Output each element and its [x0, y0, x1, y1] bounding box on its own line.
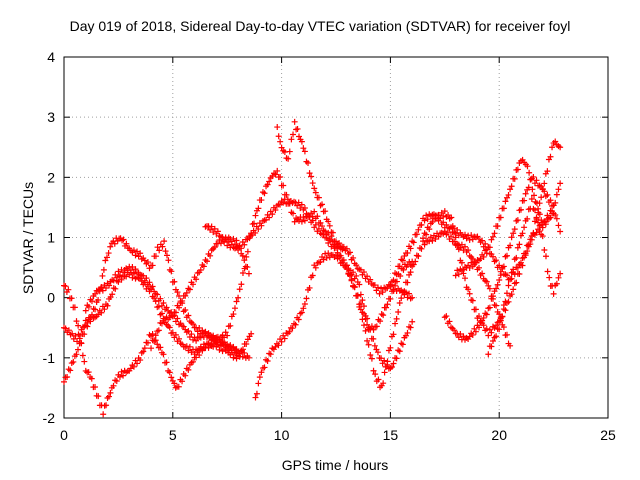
- point-markers-track-f: [202, 196, 416, 333]
- x-tick-label: 25: [600, 427, 616, 443]
- grid-layer: [64, 57, 608, 418]
- y-tick-label: 4: [47, 49, 55, 65]
- series-track-i: [343, 228, 514, 391]
- series-track-n: [485, 196, 564, 358]
- series-track-c: [61, 269, 255, 362]
- series-track-l: [441, 173, 564, 343]
- point-markers-track-a: [61, 167, 346, 418]
- tick-layer: 0 5 10 15 20 25 -2 -1 0 1 2 3 4: [43, 49, 616, 443]
- y-tick-label: 2: [47, 169, 55, 185]
- series-track-b: [61, 235, 252, 385]
- x-tick-label: 5: [169, 427, 177, 443]
- point-markers-track-c: [61, 269, 255, 362]
- x-tick-label: 15: [383, 427, 399, 443]
- series-track-h: [274, 118, 416, 302]
- point-markers-track-g: [252, 250, 416, 401]
- point-markers-track-j: [387, 210, 557, 288]
- y-tick-label: -1: [43, 350, 56, 366]
- y-axis-label: SDTVAR / TECUs: [20, 181, 36, 295]
- y-tick-label: 1: [47, 230, 55, 246]
- x-tick-label: 10: [274, 427, 290, 443]
- y-tick-label: -2: [43, 410, 56, 426]
- point-markers-track-n: [485, 196, 564, 358]
- point-markers-track-l: [441, 173, 564, 343]
- point-markers-track-h: [274, 118, 416, 302]
- series-track-j: [387, 210, 557, 288]
- series-track-k: [420, 138, 564, 339]
- y-tick-label: 3: [47, 109, 55, 125]
- series-track-m: [452, 156, 564, 279]
- x-axis-label: GPS time / hours: [281, 457, 389, 473]
- point-markers-track-i: [343, 228, 514, 391]
- series-track-f: [202, 196, 416, 333]
- x-tick-label: 0: [60, 427, 68, 443]
- point-markers-track-m: [452, 156, 564, 279]
- series-track-d: [82, 263, 242, 356]
- y-tick-label: 0: [47, 290, 55, 306]
- chart-title: Day 019 of 2018, Sidereal Day-to-day VTE…: [69, 18, 571, 34]
- x-tick-label: 20: [491, 427, 507, 443]
- point-markers-track-d: [82, 263, 242, 356]
- series-track-a: [61, 167, 346, 418]
- series-track-g: [252, 250, 416, 401]
- point-markers-track-k: [420, 138, 564, 339]
- series-layer: [61, 118, 564, 418]
- point-markers-track-b: [61, 235, 252, 385]
